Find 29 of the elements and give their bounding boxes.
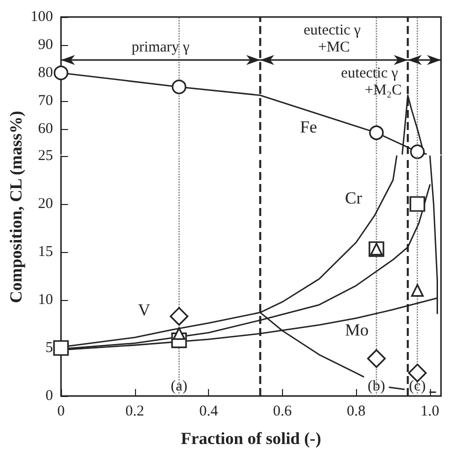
y-tick-label: 20 — [38, 196, 53, 212]
y-tick-label: 15 — [38, 244, 53, 260]
ref-line-label: (c) — [409, 378, 426, 394]
y-axis-title: Composition, CL (mass%) — [6, 110, 26, 304]
x-tick-label: 0.2 — [125, 404, 144, 420]
y-tick-label: 90 — [38, 36, 53, 53]
annotation: Mo — [345, 320, 369, 340]
annotation: primary γ — [132, 40, 190, 56]
y-tick-label: 10 — [38, 292, 53, 308]
annotation: eutectic γ +MC — [304, 22, 364, 56]
x-axis-title: Fraction of solid (-) — [180, 429, 322, 448]
y-tick-label: 5 — [46, 340, 53, 356]
y-tick-label: 70 — [38, 92, 53, 109]
annotation: Cr — [345, 188, 362, 208]
x-tick-label: 0.4 — [199, 404, 218, 420]
annotation: eutectic γ +M₂C — [341, 66, 402, 98]
y-tick-label: 60 — [38, 120, 53, 137]
x-tick-label: 0.6 — [272, 404, 292, 420]
y-tick-label: 100 — [30, 9, 53, 25]
annotation: V — [138, 300, 151, 320]
ref-line-label: (a) — [170, 378, 188, 394]
x-tick-label: 0 — [57, 404, 65, 420]
x-tick-label: 0.8 — [346, 404, 366, 420]
ref-line-label: (b) — [368, 378, 386, 394]
x-tick-label: 1.0 — [420, 404, 440, 420]
y-tick-label: 25 — [38, 148, 53, 164]
annotation: Fe — [300, 118, 317, 136]
y-tick-label: 0 — [46, 388, 53, 404]
y-tick-label: 80 — [38, 64, 53, 81]
